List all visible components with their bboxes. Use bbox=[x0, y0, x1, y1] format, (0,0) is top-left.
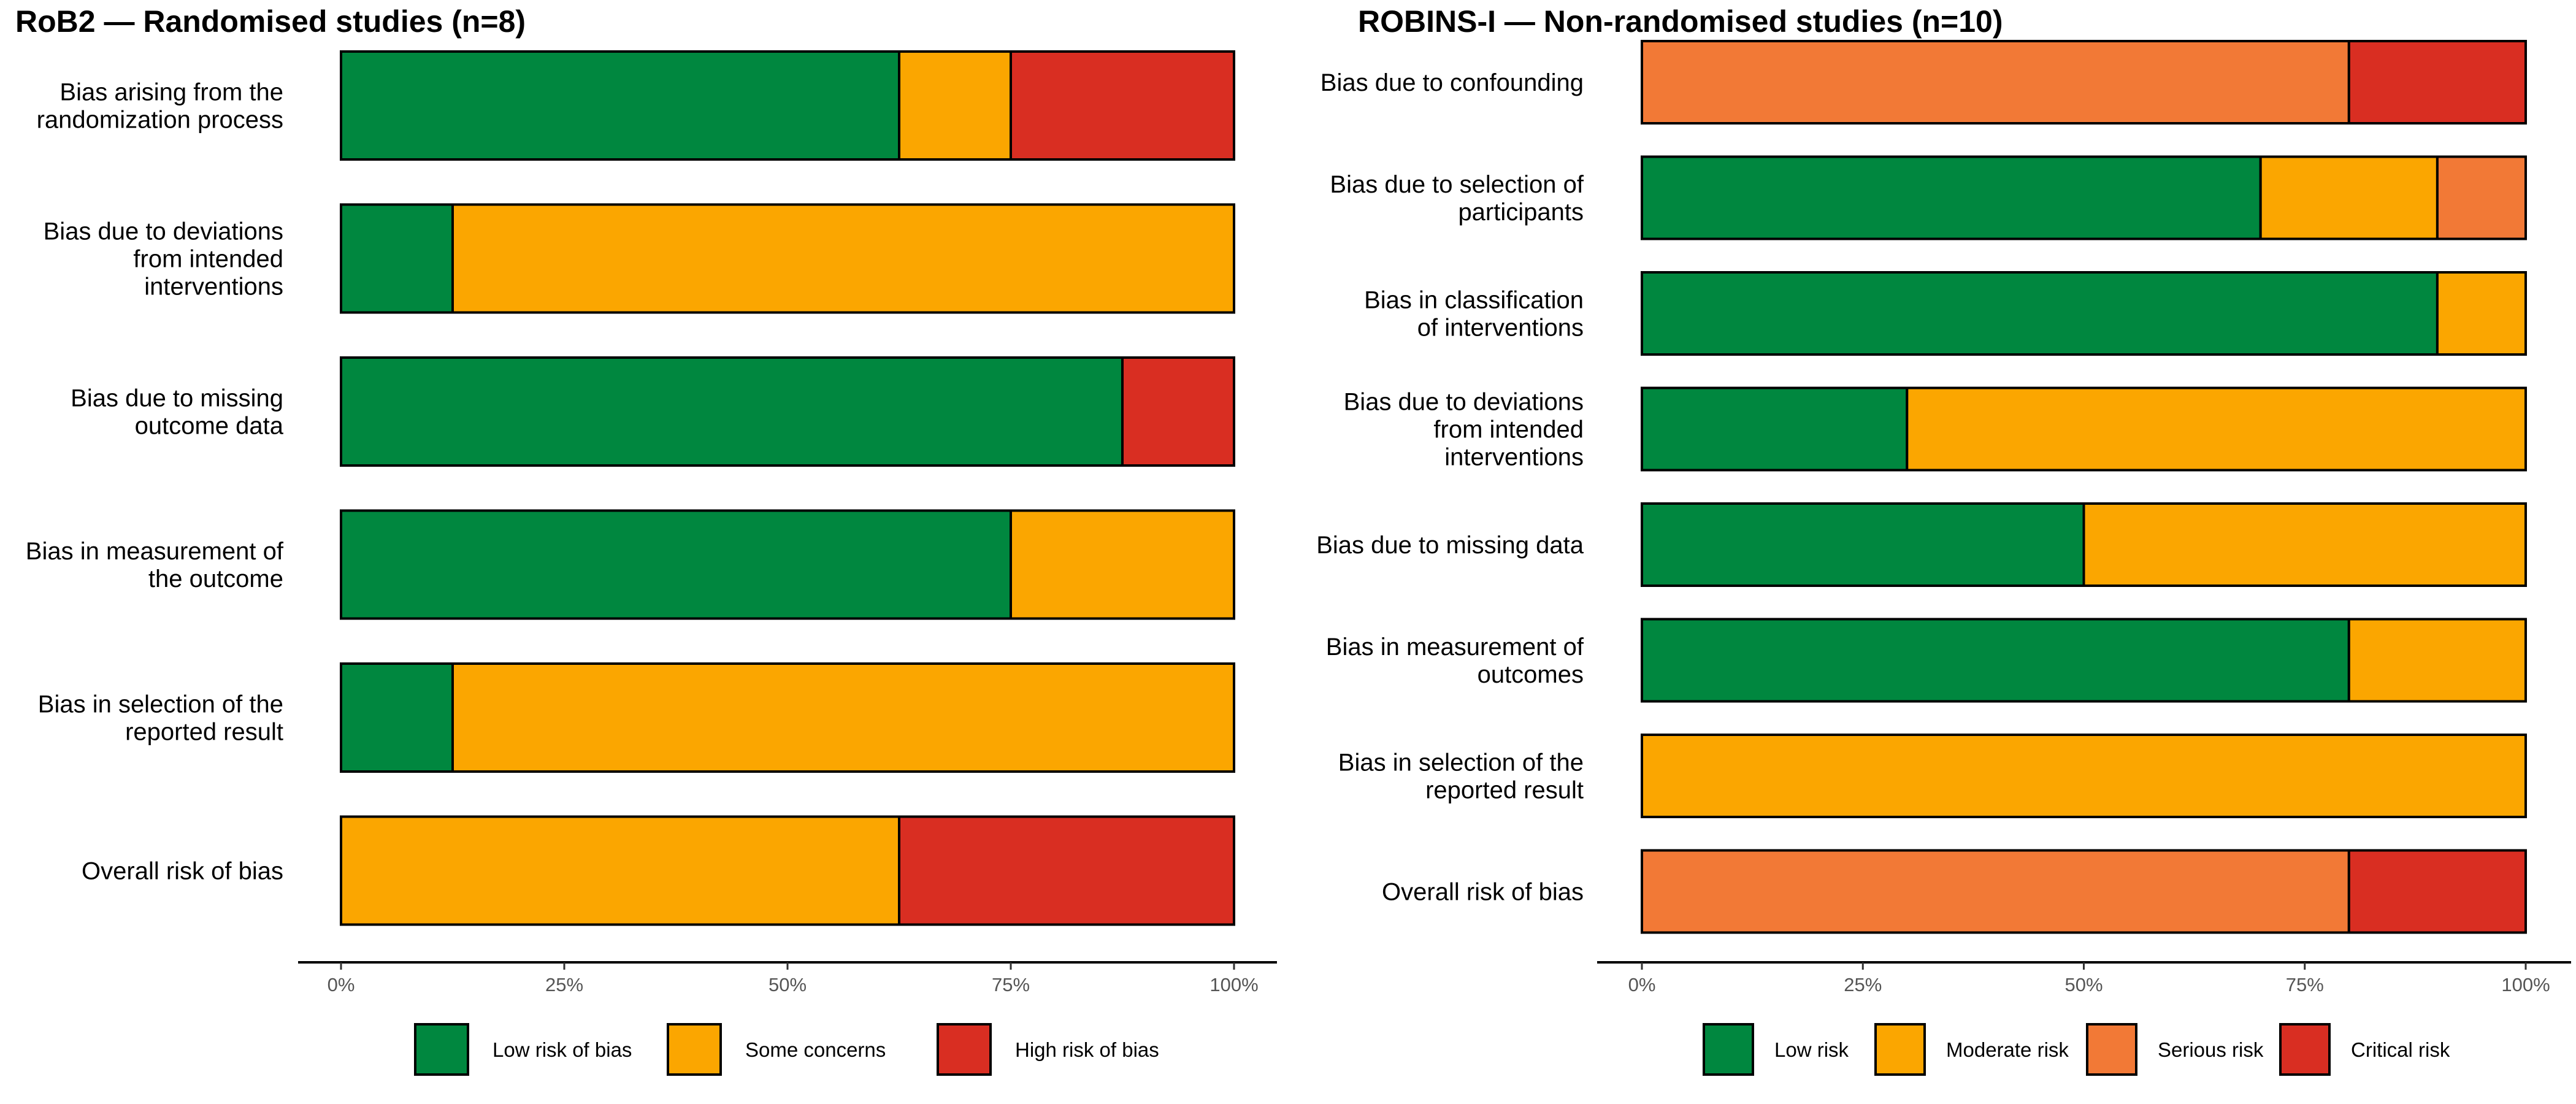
bar-segment-low-risk-of-bias bbox=[340, 50, 900, 161]
bar-segment-moderate-risk bbox=[2259, 155, 2439, 240]
category-label: from intended bbox=[1433, 416, 1584, 443]
category-label: Overall risk of bias bbox=[1382, 879, 1584, 906]
category-label: Bias due to deviations bbox=[1344, 389, 1584, 416]
bar-segment-some-concerns bbox=[1010, 509, 1235, 620]
bar-segment-some-concerns bbox=[451, 203, 1235, 314]
x-tick-label: 50% bbox=[769, 974, 807, 995]
legend-swatch-some-concerns bbox=[667, 1023, 722, 1076]
bar-segment-critical-risk bbox=[2347, 849, 2528, 934]
category-label: Bias due to selection of bbox=[1330, 171, 1584, 198]
category-label: Bias in selection of the bbox=[38, 691, 283, 718]
x-tick-label: 25% bbox=[545, 974, 583, 995]
legend-swatch-high-risk-of-bias bbox=[937, 1023, 992, 1076]
bar-segment-some-concerns bbox=[898, 50, 1012, 161]
bar-segment-high-risk-of-bias bbox=[898, 815, 1235, 926]
bar-segment-moderate-risk bbox=[2436, 271, 2527, 356]
bar-segment-high-risk-of-bias bbox=[1121, 356, 1235, 467]
bar-segment-critical-risk bbox=[2347, 40, 2528, 125]
legend-label: Low risk of bias bbox=[493, 1038, 632, 1061]
x-tick-label: 100% bbox=[2501, 974, 2550, 995]
bar-segment-serious-risk bbox=[1641, 849, 2350, 934]
bar-segment-moderate-risk bbox=[1906, 386, 2528, 472]
category-label: Bias in classification bbox=[1364, 287, 1584, 314]
category-label: participants bbox=[1458, 199, 1584, 226]
bar-segment-some-concerns bbox=[340, 815, 900, 926]
category-label: the outcome bbox=[148, 565, 283, 592]
legend-swatch-serious-risk bbox=[2086, 1023, 2137, 1076]
bar-segment-low-risk bbox=[1641, 502, 2085, 587]
rob2-panel: RoB2 — Randomised studies (n=8) Bias aris… bbox=[15, 4, 1277, 1076]
category-label: Overall risk of bias bbox=[82, 858, 283, 885]
category-label: Bias in measurement of bbox=[1326, 634, 1584, 661]
category-label: outcomes bbox=[1478, 661, 1584, 688]
legend-swatch-moderate-risk bbox=[1874, 1023, 1926, 1076]
bar-segment-some-concerns bbox=[451, 662, 1235, 773]
bar-segment-low-risk bbox=[1641, 271, 2439, 356]
category-label: Bias due to confounding bbox=[1321, 69, 1584, 96]
legend-label: Serious risk bbox=[2158, 1038, 2264, 1061]
bar-segment-moderate-risk bbox=[2082, 502, 2527, 587]
bar-segment-low-risk-of-bias bbox=[340, 356, 1124, 467]
category-label: from intended bbox=[133, 246, 283, 273]
category-label: Bias in selection of the bbox=[1338, 749, 1584, 776]
bar-segment-serious-risk bbox=[2436, 155, 2527, 240]
category-label: Bias in measurement of bbox=[26, 538, 284, 565]
panel-title: RoB2 — Randomised studies (n=8) bbox=[15, 4, 526, 39]
category-label: Bias arising from the bbox=[59, 79, 283, 106]
bar-segment-moderate-risk bbox=[1641, 734, 2527, 818]
bar-segment-high-risk-of-bias bbox=[1010, 50, 1235, 161]
bar-segment-low-risk-of-bias bbox=[340, 509, 1012, 620]
category-label: reported result bbox=[1425, 777, 1584, 804]
legend-label: Critical risk bbox=[2351, 1038, 2450, 1061]
category-label: of interventions bbox=[1417, 315, 1584, 342]
category-label: interventions bbox=[1444, 444, 1584, 471]
bar-segment-low-risk-of-bias bbox=[340, 662, 454, 773]
robins-i-panel: ROBINS-I — Non-randomised studies (n=10)… bbox=[1316, 4, 2571, 1076]
category-label: randomization process bbox=[37, 107, 283, 134]
bar-segment-low-risk bbox=[1641, 386, 1909, 472]
legend-swatch-critical-risk bbox=[2279, 1023, 2331, 1076]
x-tick-label: 0% bbox=[1628, 974, 1656, 995]
x-tick-label: 75% bbox=[992, 974, 1030, 995]
bar-segment-low-risk-of-bias bbox=[340, 203, 454, 314]
legend-label: Moderate risk bbox=[1946, 1038, 2069, 1061]
category-label: Bias due to deviations bbox=[44, 218, 283, 245]
x-tick-label: 0% bbox=[328, 974, 355, 995]
x-tick-label: 75% bbox=[2286, 974, 2324, 995]
bar-segment-low-risk bbox=[1641, 155, 2262, 240]
x-tick-label: 50% bbox=[2064, 974, 2103, 995]
legend-swatch-low-risk-of-bias bbox=[414, 1023, 469, 1076]
bar-segment-moderate-risk bbox=[2347, 618, 2528, 703]
category-label: outcome data bbox=[135, 413, 284, 440]
legend-label: High risk of bias bbox=[1015, 1038, 1159, 1061]
legend-swatch-low-risk bbox=[1703, 1023, 1754, 1076]
category-label: interventions bbox=[144, 274, 283, 301]
x-tick-label: 100% bbox=[1209, 974, 1258, 995]
category-label: Bias due to missing bbox=[71, 385, 283, 412]
legend-label: Some concerns bbox=[745, 1038, 886, 1061]
legend-label: Low risk bbox=[1774, 1038, 1849, 1061]
bar-segment-low-risk bbox=[1641, 618, 2350, 703]
category-label: reported result bbox=[125, 719, 283, 746]
x-tick-label: 25% bbox=[1844, 974, 1882, 995]
bar-segment-serious-risk bbox=[1641, 40, 2350, 125]
category-label: Bias due to missing data bbox=[1316, 532, 1584, 559]
panel-title: ROBINS-I — Non-randomised studies (n=10) bbox=[1358, 4, 2003, 39]
